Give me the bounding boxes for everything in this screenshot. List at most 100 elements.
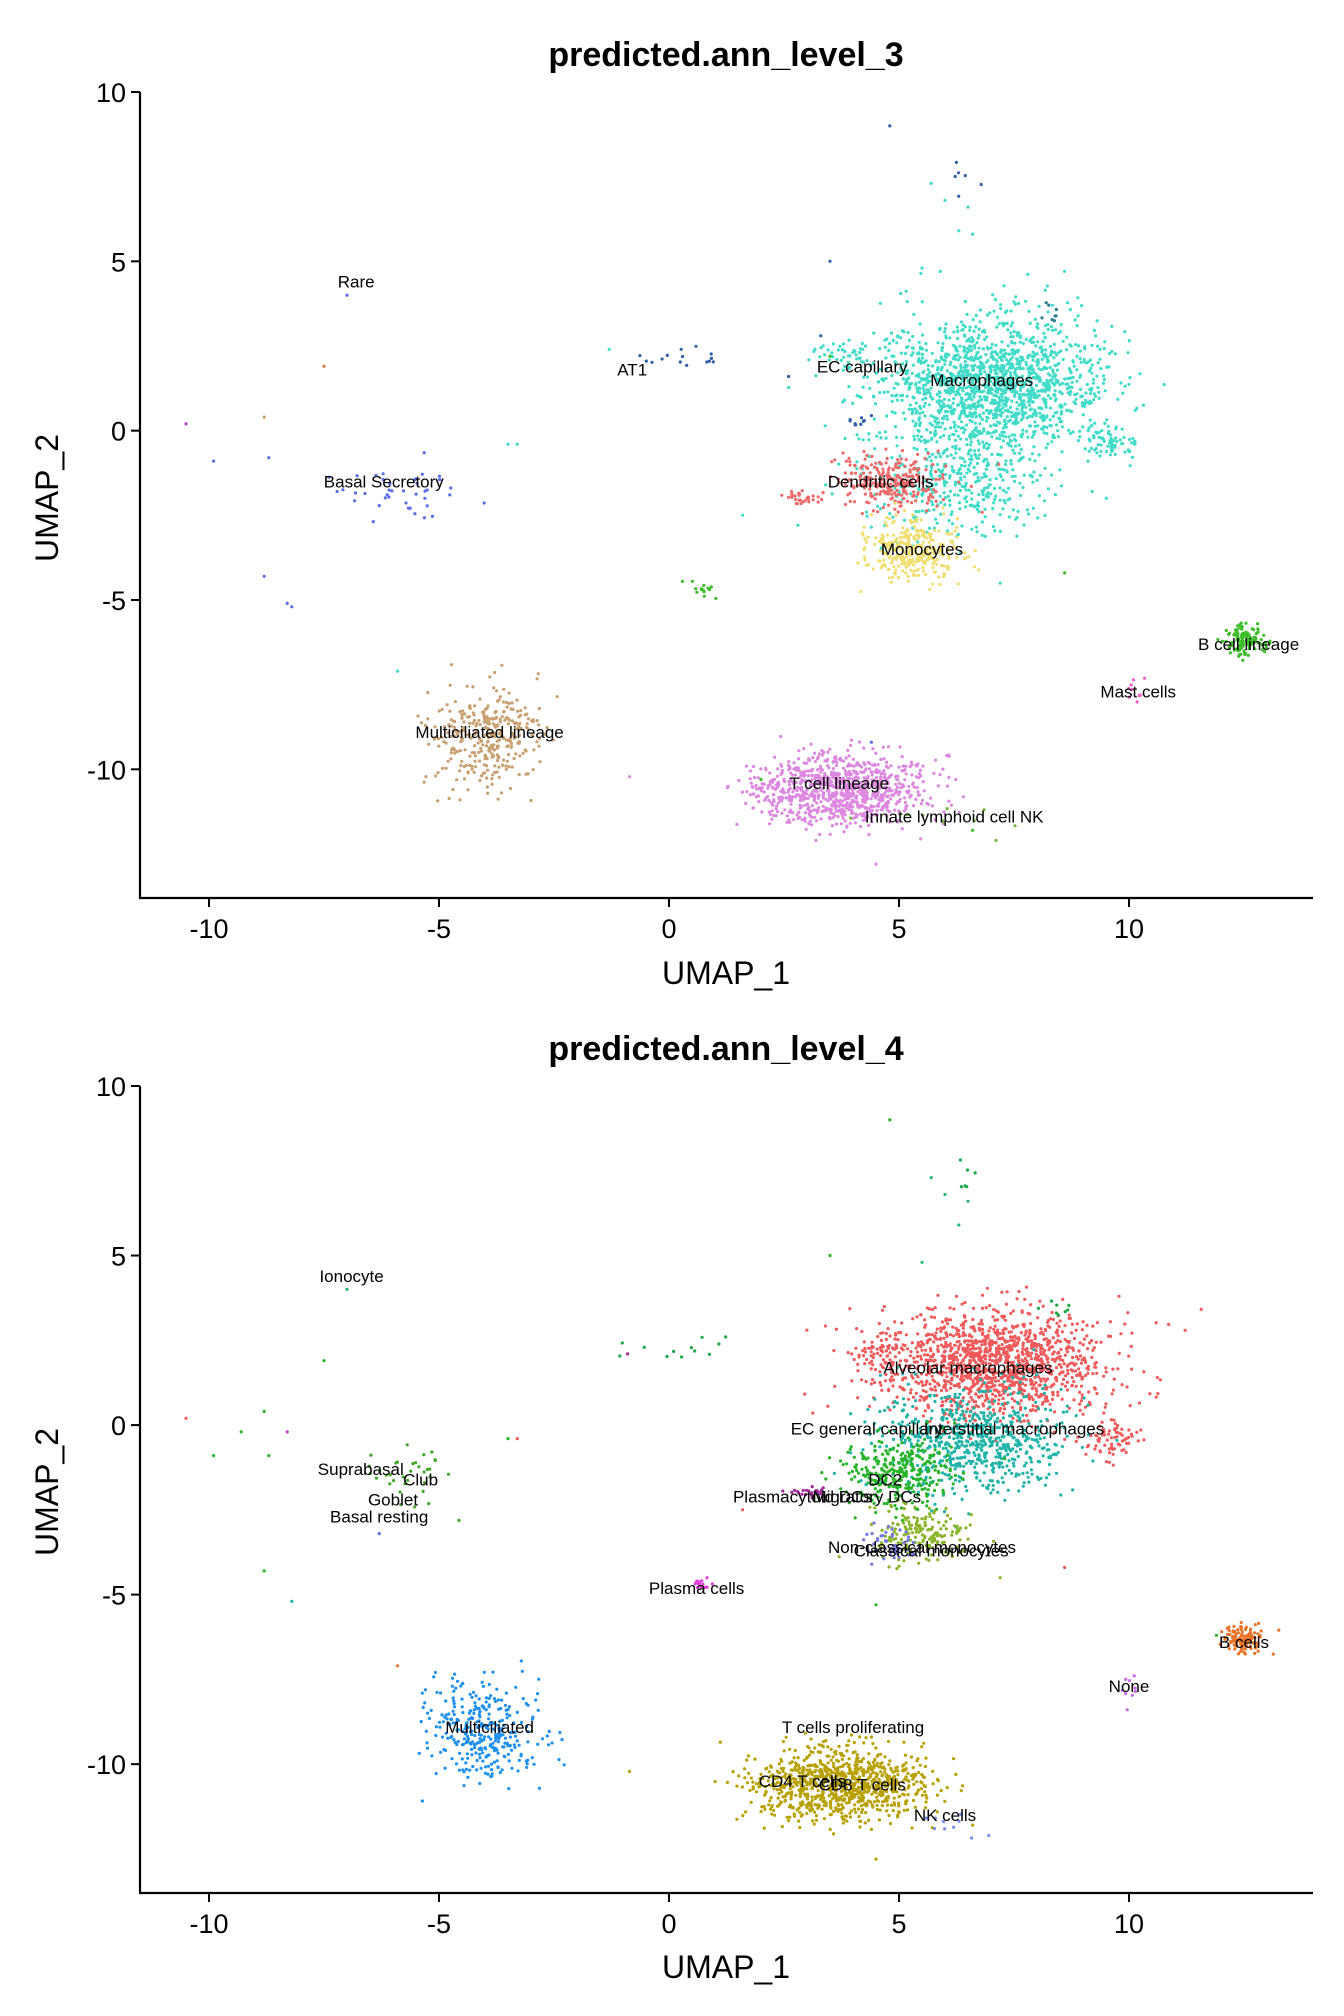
data-point-macrophages — [1045, 414, 1049, 418]
data-point-macrophages — [1108, 441, 1112, 445]
data-point-macrophages — [1092, 392, 1096, 396]
data-point-at1 — [709, 352, 713, 356]
data-point-monocytes — [896, 564, 901, 568]
data-point-multiciliated-lineage — [434, 774, 438, 778]
data-point-macrophages — [1033, 352, 1037, 356]
data-point-dendritic-cells — [923, 457, 927, 461]
data-point-t-cell-lineage — [788, 794, 792, 798]
data-point-macrophages — [972, 465, 976, 470]
data-point-t-cell-lineage — [812, 808, 816, 812]
data-point-macrophages — [971, 504, 975, 508]
data-point-macrophages — [912, 446, 916, 450]
data-point-macrophages — [1006, 498, 1010, 502]
data-point-macrophages — [1032, 470, 1036, 474]
data-point-macrophages — [1008, 387, 1012, 391]
data-point-multiciliated-lineage — [497, 698, 501, 702]
data-point-alveolar-macrophages — [980, 1306, 985, 1310]
data-point-t-cell-lineage — [754, 787, 759, 791]
data-point-macrophages — [1051, 375, 1055, 379]
data-point-macrophages — [948, 489, 953, 493]
data-point-t-cell-lineage — [901, 784, 905, 789]
data-point-multiciliated-lineage — [449, 663, 454, 667]
data-point-alveolar-macrophages — [948, 1306, 952, 1310]
data-point-macrophages — [1013, 302, 1018, 306]
data-point-t-cell-lineage — [792, 818, 796, 822]
data-point-t-cell-lineage — [807, 812, 811, 816]
data-point-monocytes — [963, 551, 967, 555]
data-point-macrophages — [934, 455, 938, 459]
data-point-dendritic-cells — [913, 466, 917, 470]
data-point-alveolar-macrophages — [971, 1317, 975, 1322]
data-point-b-cell-lineage — [700, 587, 704, 592]
data-point-monocytes — [917, 573, 921, 577]
data-point-macrophages — [1085, 400, 1089, 405]
data-point-macrophages — [952, 493, 957, 497]
data-point — [262, 415, 266, 419]
data-point-macrophages — [883, 338, 887, 342]
data-point-t-cell-lineage — [905, 790, 909, 794]
data-point-macrophages — [1093, 394, 1098, 398]
data-point-t-cell-lineage — [806, 807, 810, 811]
data-point-macrophages — [901, 393, 905, 397]
data-point-macrophages — [973, 343, 977, 347]
data-point-t-cell-lineage — [803, 796, 808, 800]
data-point-t-cell-lineage — [780, 799, 784, 803]
data-point-macrophages — [948, 503, 952, 507]
data-point-alveolar-macrophages — [1061, 1358, 1065, 1363]
data-point-macrophages — [957, 416, 961, 421]
data-point-t-cell-lineage — [921, 780, 925, 784]
data-point-macrophages — [942, 397, 947, 401]
data-point-macrophages — [1028, 424, 1033, 428]
data-point-macrophages — [993, 497, 997, 501]
data-point-monocytes — [977, 568, 981, 572]
data-point-t-cell-lineage — [842, 759, 846, 763]
data-point-alveolar-macrophages — [1045, 1320, 1050, 1324]
data-point-macrophages — [976, 475, 980, 479]
data-point-monocytes — [894, 513, 898, 517]
data-point-macrophages — [1098, 454, 1102, 458]
data-point-dendritic-cells — [900, 448, 905, 453]
data-point-t-cell-lineage — [900, 827, 904, 831]
data-point-macrophages — [1015, 534, 1019, 538]
data-point-t-cell-lineage — [756, 794, 760, 798]
cluster-label-multiciliated-lineage: Multiciliated lineage — [415, 723, 563, 742]
data-point-macrophages — [910, 371, 914, 375]
data-point-macrophages — [1116, 397, 1120, 401]
data-point-monocytes — [901, 560, 905, 565]
data-point-macrophages — [963, 505, 968, 509]
data-point-monocytes — [892, 519, 896, 523]
data-point-macrophages — [1080, 394, 1085, 398]
data-point-macrophages — [918, 391, 922, 395]
data-point-macrophages — [1062, 269, 1067, 273]
x-tick-label: -10 — [189, 914, 228, 944]
data-point-macrophages — [1079, 360, 1083, 364]
data-point-dendritic-cells — [924, 468, 928, 472]
data-point-macrophages — [963, 464, 967, 468]
data-point-t-cell-lineage — [915, 786, 919, 790]
data-point-t-cell-lineage — [851, 792, 856, 797]
data-point-macrophages — [1115, 439, 1119, 444]
data-point-macrophages — [1074, 402, 1078, 406]
data-point-monocytes — [896, 575, 901, 580]
data-point-t-cell-lineage — [803, 811, 808, 815]
data-point-macrophages — [891, 515, 895, 519]
data-point-dendritic-cells — [935, 504, 939, 508]
data-point-macrophages — [924, 383, 928, 387]
data-point-multiciliated-lineage — [482, 710, 486, 714]
data-point-macrophages — [1103, 389, 1107, 393]
data-point-dendritic-cells — [879, 462, 884, 466]
data-point-macrophages — [1017, 392, 1022, 396]
data-point-macrophages — [953, 354, 958, 358]
data-point-macrophages — [1009, 459, 1013, 463]
data-point-macrophages — [1026, 272, 1030, 276]
data-point-macrophages — [940, 367, 944, 371]
data-point-t-cell-lineage — [894, 775, 898, 779]
x-tick-label: 10 — [1114, 914, 1144, 944]
data-point-macrophages — [1114, 436, 1118, 440]
data-point-b-cell-lineage — [690, 579, 695, 583]
data-point-t-cell-lineage — [757, 800, 761, 804]
data-point-t-cell-lineage — [945, 784, 950, 788]
data-point-alveolar-macrophages — [1039, 1344, 1043, 1348]
data-point-multiciliated-lineage — [477, 718, 481, 723]
data-point-macrophages — [1040, 350, 1044, 354]
